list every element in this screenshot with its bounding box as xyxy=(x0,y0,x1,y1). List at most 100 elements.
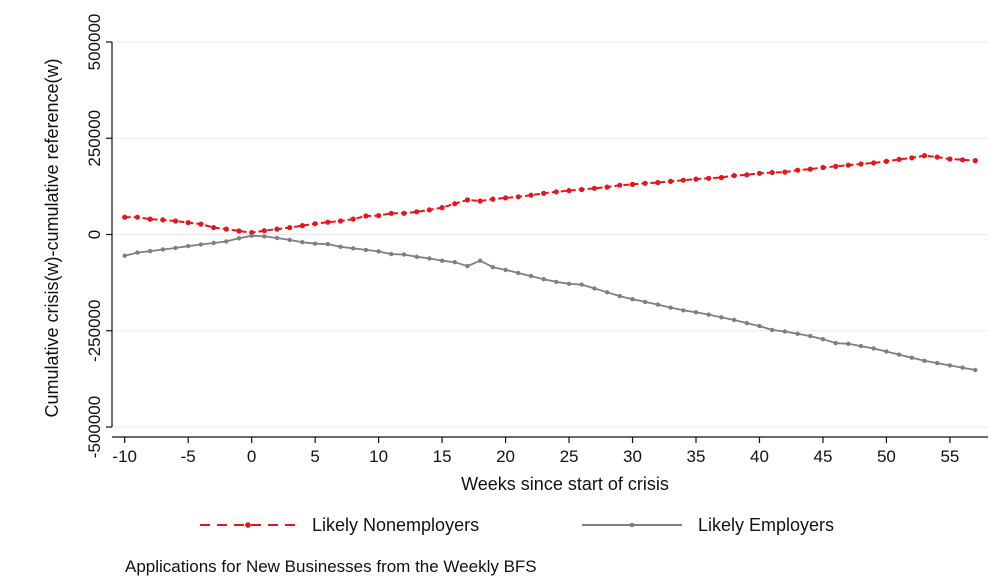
data-point-likely-nonemployers xyxy=(719,175,724,180)
data-point-likely-nonemployers xyxy=(617,183,622,188)
data-point-likely-employers xyxy=(859,344,863,348)
data-point-likely-employers xyxy=(757,324,761,328)
data-point-likely-employers xyxy=(250,234,254,238)
data-point-likely-employers xyxy=(795,332,799,336)
data-point-likely-nonemployers xyxy=(503,195,508,200)
data-point-likely-employers xyxy=(618,294,622,298)
data-point-likely-nonemployers xyxy=(757,171,762,176)
data-point-likely-employers xyxy=(478,259,482,263)
data-point-likely-nonemployers xyxy=(478,198,483,203)
data-point-likely-nonemployers xyxy=(668,179,673,184)
data-point-likely-nonemployers xyxy=(173,218,178,223)
data-point-likely-nonemployers xyxy=(566,188,571,193)
data-point-likely-employers xyxy=(897,352,901,356)
data-point-likely-employers xyxy=(643,300,647,304)
data-point-likely-employers xyxy=(173,246,177,250)
data-point-likely-employers xyxy=(872,346,876,350)
data-point-likely-nonemployers xyxy=(579,187,584,192)
data-point-likely-employers xyxy=(783,329,787,333)
data-point-likely-employers xyxy=(415,255,419,259)
data-point-likely-nonemployers xyxy=(516,194,521,199)
data-point-likely-nonemployers xyxy=(262,228,267,233)
data-point-likely-nonemployers xyxy=(732,173,737,178)
data-point-likely-employers xyxy=(808,334,812,338)
data-point-likely-employers xyxy=(821,337,825,341)
data-point-likely-employers xyxy=(719,315,723,319)
data-point-likely-employers xyxy=(224,239,228,243)
data-point-likely-employers xyxy=(199,242,203,246)
data-point-likely-nonemployers xyxy=(643,181,648,186)
data-point-likely-employers xyxy=(440,259,444,263)
data-point-likely-nonemployers xyxy=(414,209,419,214)
legend-label-employers: Likely Employers xyxy=(698,515,834,535)
data-point-likely-employers xyxy=(910,356,914,360)
x-tick-label: 15 xyxy=(433,447,452,466)
data-point-likely-employers xyxy=(630,297,634,301)
data-point-likely-employers xyxy=(668,305,672,309)
data-point-likely-nonemployers xyxy=(224,227,229,232)
x-tick-label: 20 xyxy=(496,447,515,466)
data-point-likely-nonemployers xyxy=(605,185,610,190)
data-point-likely-nonemployers xyxy=(389,211,394,216)
data-point-likely-nonemployers xyxy=(884,159,889,164)
data-point-likely-nonemployers xyxy=(528,193,533,198)
y-axis-title: Cumulative crisis(w)-cumulative referenc… xyxy=(42,58,62,417)
data-point-likely-employers xyxy=(402,252,406,256)
data-point-likely-nonemployers xyxy=(681,178,686,183)
legend-marker-employers xyxy=(630,523,635,528)
data-point-likely-nonemployers xyxy=(541,191,546,196)
data-point-likely-employers xyxy=(567,282,571,286)
data-point-likely-nonemployers xyxy=(795,168,800,173)
data-point-likely-employers xyxy=(211,241,215,245)
data-point-likely-nonemployers xyxy=(160,217,165,222)
data-point-likely-nonemployers xyxy=(490,197,495,202)
data-point-likely-nonemployers xyxy=(122,215,127,220)
data-point-likely-nonemployers xyxy=(846,163,851,168)
data-point-likely-nonemployers xyxy=(300,223,305,228)
x-tick-label: 10 xyxy=(369,447,388,466)
x-tick-label: -10 xyxy=(112,447,137,466)
data-point-likely-nonemployers xyxy=(198,222,203,227)
data-point-likely-employers xyxy=(275,236,279,240)
x-tick-label: 45 xyxy=(813,447,832,466)
data-point-likely-employers xyxy=(123,254,127,258)
data-point-likely-employers xyxy=(503,268,507,272)
data-point-likely-employers xyxy=(580,282,584,286)
data-point-likely-employers xyxy=(884,349,888,353)
data-point-likely-nonemployers xyxy=(922,153,927,158)
data-point-likely-nonemployers xyxy=(427,207,432,212)
data-point-likely-nonemployers xyxy=(363,213,368,218)
data-point-likely-employers xyxy=(732,318,736,322)
x-tick-label: 25 xyxy=(560,447,579,466)
data-point-likely-employers xyxy=(834,341,838,345)
data-point-likely-nonemployers xyxy=(135,215,140,220)
data-point-likely-employers xyxy=(935,361,939,365)
data-point-likely-employers xyxy=(465,264,469,268)
data-point-likely-nonemployers xyxy=(274,227,279,232)
data-point-likely-nonemployers xyxy=(148,217,153,222)
data-point-likely-nonemployers xyxy=(960,157,965,162)
data-point-likely-employers xyxy=(948,363,952,367)
data-point-likely-employers xyxy=(135,250,139,254)
data-point-likely-nonemployers xyxy=(351,217,356,222)
data-point-likely-nonemployers xyxy=(211,225,216,230)
x-tick-label: 0 xyxy=(247,447,256,466)
data-point-likely-nonemployers xyxy=(833,164,838,169)
data-point-likely-nonemployers xyxy=(782,170,787,175)
data-point-likely-employers xyxy=(922,359,926,363)
data-point-likely-employers xyxy=(770,328,774,332)
data-point-likely-employers xyxy=(605,290,609,294)
legend-marker-nonemployers xyxy=(245,522,251,528)
data-point-likely-nonemployers xyxy=(401,211,406,216)
y-tick-label: 0 xyxy=(85,230,104,239)
data-point-likely-nonemployers xyxy=(909,155,914,160)
data-point-likely-employers xyxy=(846,342,850,346)
data-point-likely-nonemployers xyxy=(973,158,978,163)
data-point-likely-nonemployers xyxy=(592,186,597,191)
x-tick-label: 30 xyxy=(623,447,642,466)
data-point-likely-nonemployers xyxy=(554,189,559,194)
data-point-likely-nonemployers xyxy=(858,161,863,166)
data-point-likely-employers xyxy=(542,277,546,281)
data-point-likely-employers xyxy=(338,245,342,249)
